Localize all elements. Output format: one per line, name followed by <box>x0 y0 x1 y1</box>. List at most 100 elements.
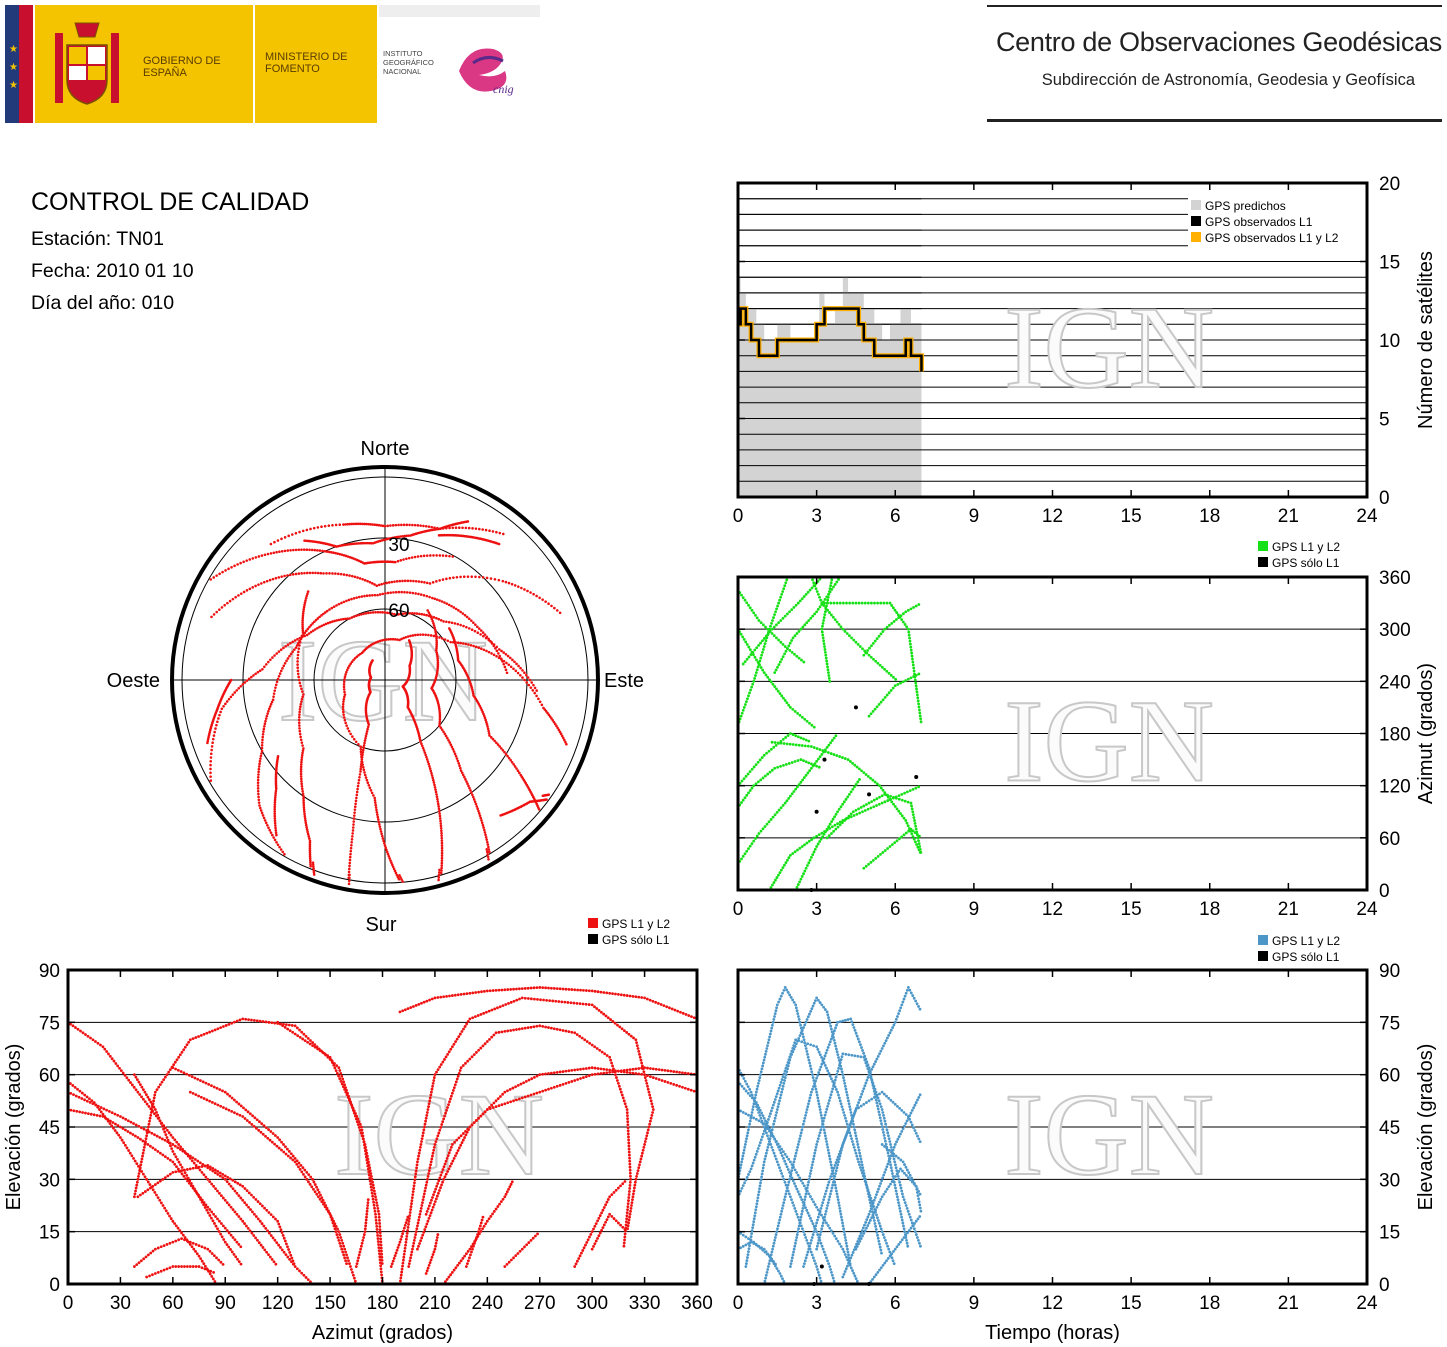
elev-az-track-point <box>275 1144 279 1148</box>
elev-az-track-point <box>172 1063 176 1067</box>
elev-az-track-point <box>205 1208 209 1212</box>
elev-az-track-point <box>68 1082 72 1085</box>
elev-az-track-point <box>586 1238 590 1242</box>
azimuth-track-point <box>827 671 830 675</box>
azimuth-track-point <box>917 842 921 846</box>
elev-az-track-point <box>275 1241 279 1245</box>
azimuth-track-point <box>837 623 841 626</box>
skyplot-track-point <box>380 639 384 642</box>
elev-az-track-point <box>589 1232 593 1236</box>
x-tick-label: 12 <box>1042 506 1063 527</box>
elev-az-track-point <box>221 1224 225 1228</box>
elev-az-track-point <box>180 1050 184 1054</box>
skyplot-track-point <box>457 762 461 765</box>
skyplot-track-point <box>234 595 237 599</box>
elev-az-track-point <box>260 1122 264 1126</box>
elev-az-track-point <box>298 1269 301 1273</box>
skyplot-track-point <box>402 558 405 561</box>
elev-az-track-point <box>428 1166 432 1170</box>
elev-az-track-point <box>193 1187 196 1191</box>
skyplot-track-point <box>414 579 418 583</box>
elev-az-track-point <box>362 1140 366 1144</box>
elev-az-track-point <box>224 1107 228 1111</box>
elev-az-track-point <box>378 1255 382 1259</box>
skyplot-track-point <box>552 720 556 724</box>
elev-az-track-point <box>257 1128 261 1132</box>
elev-az-track-point <box>481 1112 485 1116</box>
skyplot-track-point <box>299 765 303 769</box>
skyplot-track-point <box>209 775 212 778</box>
elev-az-track-point <box>119 1069 123 1073</box>
azimuth-track-point <box>812 850 816 854</box>
elev-time-track-point <box>762 1058 766 1062</box>
azimuth-track-point <box>752 653 755 657</box>
elev-az-track-point <box>401 1232 404 1236</box>
elev-az-track-point <box>337 1238 341 1242</box>
elev-az-track-point <box>256 1200 260 1203</box>
elev-az-track-point <box>666 1069 670 1073</box>
skyplot-track-point <box>312 865 315 868</box>
elev-az-track-point <box>364 1221 368 1225</box>
azimuth-track-point <box>916 845 920 849</box>
skyplot-track-point <box>363 578 367 582</box>
elev-az-track-point <box>247 1018 250 1022</box>
elev-az-track-point <box>237 1243 241 1246</box>
azimuth-track-point <box>796 883 800 886</box>
elev-az-track-point <box>504 1003 508 1006</box>
skyplot-track-point <box>271 656 274 659</box>
skyplot-track-point <box>233 564 236 568</box>
skyplot-track-point <box>316 626 319 630</box>
azimuth-track-point <box>895 807 899 811</box>
elev-time-track-point <box>775 1160 779 1164</box>
elev-az-track-point <box>254 1215 258 1218</box>
elev-az-track-point <box>458 1069 462 1072</box>
skyplot-track-point <box>269 658 272 662</box>
elev-az-track-point <box>309 1039 312 1042</box>
elev-az-track-point <box>657 1078 661 1081</box>
skyplot-track-point <box>433 783 436 787</box>
skyplot-track-point <box>237 594 240 597</box>
elev-az-track-point <box>573 1068 577 1072</box>
y-tick-label: 15 <box>1379 253 1400 274</box>
elev-az-track-point <box>216 1227 219 1231</box>
elev-az-track-point <box>646 1066 649 1070</box>
institutional-logos: ★ ★ ★ GOBIERNO DE ESPAÑA MINISTERIO DE F… <box>5 5 540 123</box>
elev-az-track-point <box>423 1125 426 1129</box>
elev-az-track-point <box>628 1156 631 1160</box>
elev-az-track-point <box>269 1234 273 1237</box>
skyplot-track-point <box>507 756 511 760</box>
skyplot-track-point <box>306 832 310 836</box>
azimuth-track-point <box>761 648 765 651</box>
elev-az-track-point <box>287 1023 291 1027</box>
elev-az-track-point <box>494 1031 498 1035</box>
elev-az-track-point <box>351 1273 355 1277</box>
elev-az-track-point <box>481 1215 485 1219</box>
elev-az-track-point <box>433 1073 437 1077</box>
elev-az-track-point <box>427 1204 431 1208</box>
elev-az-track-point <box>270 1257 274 1261</box>
skyplot-track-point <box>529 686 533 689</box>
skyplot-track-point <box>353 814 356 817</box>
skyplot-track-point <box>435 793 438 796</box>
skyplot-track-point <box>280 549 284 553</box>
skyplot-track-point <box>475 625 479 629</box>
skyplot-track-point <box>372 794 375 797</box>
skyplot-track-point <box>456 759 460 763</box>
skyplot-track-point <box>356 522 360 526</box>
elev-az-track-point <box>156 1270 160 1274</box>
elev-az-track-point <box>175 1058 179 1062</box>
elev-az-track-point <box>422 1230 426 1234</box>
elev-az-track-point <box>191 1241 195 1245</box>
azimuth-track-point <box>889 688 893 692</box>
elev-az-track-point <box>439 1063 443 1066</box>
azimuth-track-point <box>773 813 777 817</box>
elev-az-track-point <box>280 1248 284 1252</box>
elev-az-track-point <box>110 1124 114 1128</box>
elev-az-track-point <box>434 1140 438 1144</box>
l1-only-point <box>814 809 819 814</box>
elev-time-track-point <box>779 1151 783 1155</box>
azimuth-track-point <box>840 821 844 825</box>
elev-az-track-point <box>601 1208 605 1212</box>
skyplot-track-point <box>409 634 412 638</box>
skyplot-track-point <box>278 672 282 675</box>
